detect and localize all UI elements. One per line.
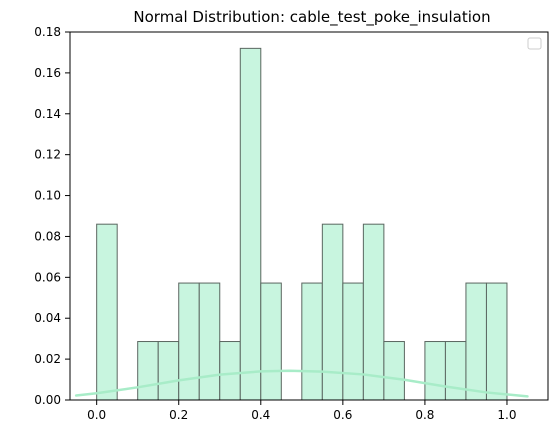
- histogram-bar: [239, 47, 262, 401]
- histogram-bar: [301, 282, 323, 401]
- histogram-bar: [260, 282, 282, 401]
- y-tick-label: 0.16: [34, 66, 61, 80]
- histogram-bar: [178, 282, 200, 401]
- histogram-bar: [137, 341, 159, 401]
- y-tick-label: 0.18: [34, 25, 61, 39]
- chart-title: Normal Distribution: cable_test_poke_ins…: [133, 8, 490, 27]
- histogram-bar: [198, 282, 221, 401]
- x-tick-label: 1.0: [497, 408, 516, 422]
- histogram-bar: [383, 341, 405, 401]
- histogram-bar: [485, 282, 508, 401]
- y-tick-label: 0.00: [34, 393, 61, 407]
- x-tick-label: 0.6: [333, 408, 352, 422]
- x-tick-label: 0.8: [415, 408, 434, 422]
- histogram-bar: [157, 341, 180, 401]
- histogram-bar: [342, 282, 364, 401]
- histogram-bar: [219, 341, 241, 401]
- density-curve: [74, 369, 529, 398]
- x-tick-label: 0.2: [169, 408, 188, 422]
- histogram-bars: [96, 47, 508, 401]
- plot-frame: [69, 31, 549, 401]
- y-tick-label: 0.06: [34, 270, 61, 284]
- legend: [527, 37, 542, 50]
- y-tick-label: 0.02: [34, 352, 61, 366]
- y-tick-label: 0.08: [34, 229, 61, 243]
- y-tick-label: 0.10: [34, 189, 61, 203]
- density-curve-layer: [74, 369, 529, 398]
- histogram-bar: [96, 223, 118, 401]
- y-tick-label: 0.04: [34, 311, 61, 325]
- histogram-bar: [424, 341, 446, 401]
- legend-box: [527, 37, 542, 50]
- y-tick-label: 0.14: [34, 107, 61, 121]
- y-tick-label: 0.12: [34, 148, 61, 162]
- histogram-bar: [465, 282, 487, 401]
- histogram-bar: [444, 341, 467, 401]
- x-tick-label: 0.4: [251, 408, 270, 422]
- axes: 0.0 0.2 0.4 0.6 0.8 1.0 0.00 0.02 0.04 0.06 0.08 0.…: [34, 25, 549, 422]
- x-tick-label: 0.0: [87, 408, 106, 422]
